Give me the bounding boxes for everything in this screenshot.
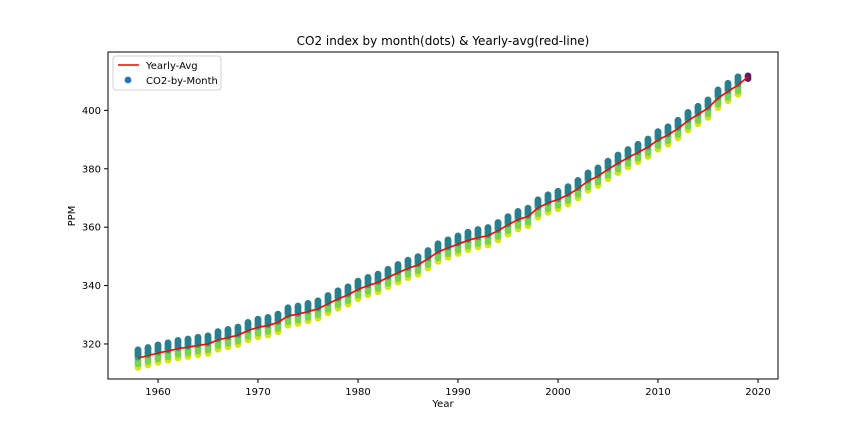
month-point — [484, 224, 492, 231]
month-point — [444, 236, 452, 244]
month-point — [604, 157, 612, 165]
month-point — [174, 337, 182, 344]
month-point — [224, 325, 232, 333]
legend-dot-swatch — [124, 76, 132, 84]
month-point — [384, 265, 392, 273]
month-point — [714, 86, 722, 94]
month-point — [244, 318, 252, 326]
x-tick-label: 2010 — [645, 387, 670, 398]
month-point — [524, 204, 532, 212]
plot-area — [134, 72, 752, 371]
month-point — [694, 102, 702, 110]
month-point — [464, 228, 472, 236]
month-point — [414, 253, 422, 261]
month-point — [554, 187, 562, 195]
x-axis-label: Year — [431, 399, 454, 410]
x-axis-ticks: 1960 1970 1980 1990 2000 2010 2020 — [145, 379, 771, 398]
month-point — [514, 208, 522, 215]
month-point — [154, 341, 162, 349]
month-point — [454, 232, 462, 240]
month-point — [254, 315, 262, 323]
legend: Yearly-Avg CO2-by-Month — [112, 55, 222, 91]
month-point — [284, 304, 292, 312]
month-point — [164, 339, 172, 347]
month-point — [704, 96, 712, 104]
month-point — [294, 302, 302, 310]
y-axis-label: PPM — [67, 206, 78, 227]
x-tick-label: 2000 — [545, 387, 570, 398]
x-tick-label: 2020 — [745, 387, 770, 398]
y-tick-label: 340 — [82, 281, 101, 292]
month-point — [344, 283, 352, 291]
month-point — [634, 140, 642, 148]
month-point — [424, 247, 432, 254]
month-point — [304, 299, 312, 307]
month-point — [234, 323, 242, 331]
month-point — [494, 219, 502, 226]
month-point — [544, 191, 552, 199]
month-point — [314, 297, 322, 305]
month-point — [734, 73, 742, 81]
y-axis-ticks: 320 340 360 380 400 — [82, 106, 108, 350]
axes-frame — [107, 51, 779, 380]
month-point — [684, 109, 692, 116]
month-point — [574, 177, 582, 184]
month-point — [214, 328, 222, 336]
month-point — [664, 123, 672, 131]
month-point — [134, 346, 142, 354]
month-point — [564, 183, 572, 191]
legend-label-co2-by-month: CO2-by-Month — [146, 76, 218, 87]
month-point — [374, 270, 382, 278]
month-point — [594, 164, 602, 172]
month-point — [194, 333, 202, 341]
month-point — [474, 226, 482, 233]
legend-label-yearly-avg: Yearly-Avg — [145, 61, 198, 72]
month-point — [434, 240, 442, 248]
y-tick-label: 320 — [82, 339, 101, 350]
month-point — [184, 335, 192, 343]
month-point — [354, 277, 362, 285]
month-point — [144, 344, 152, 351]
yearly-avg-line — [137, 76, 749, 359]
month-point — [624, 146, 632, 153]
month-point — [654, 128, 662, 136]
x-tick-label: 1960 — [145, 387, 170, 398]
month-point — [264, 314, 272, 321]
month-point — [324, 292, 332, 299]
month-point — [274, 310, 282, 318]
month-point — [394, 261, 402, 268]
y-tick-label: 360 — [82, 223, 101, 234]
legend-box — [112, 55, 222, 91]
month-point — [584, 169, 592, 177]
chart-title: CO2 index by month(dots) & Yearly-avg(re… — [297, 34, 590, 48]
month-point — [644, 135, 652, 143]
x-tick-label: 1970 — [245, 387, 270, 398]
month-point — [204, 332, 212, 340]
y-tick-label: 380 — [82, 164, 101, 175]
month-point — [614, 151, 622, 159]
x-tick-label: 1980 — [345, 387, 370, 398]
month-point — [364, 274, 372, 281]
month-point — [504, 213, 512, 221]
y-tick-label: 400 — [82, 106, 101, 117]
month-point — [334, 287, 342, 295]
month-point — [534, 196, 542, 204]
month-point — [724, 79, 732, 87]
x-tick-label: 1990 — [445, 387, 470, 398]
month-point — [404, 256, 412, 264]
month-point — [674, 116, 682, 124]
